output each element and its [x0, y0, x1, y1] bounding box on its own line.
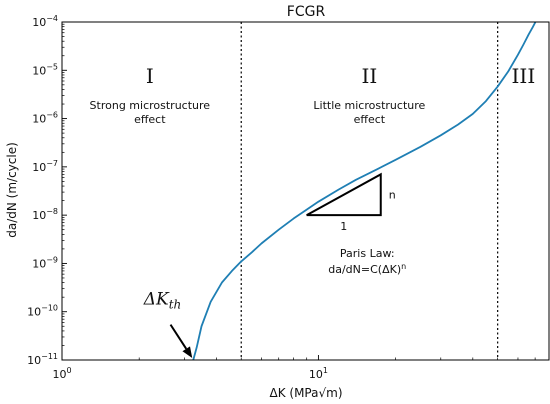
slope-triangle — [306, 172, 382, 217]
region-3-numeral: III — [512, 64, 536, 88]
y-tick-label: 10−4 — [32, 14, 58, 29]
y-tick-label-base: 10 — [32, 64, 46, 77]
y-tick-label-exponent: −10 — [41, 304, 58, 313]
threshold-arrow-shaft — [169, 324, 188, 350]
threshold-arrow-head — [182, 346, 193, 359]
threshold-label: ΔKth — [143, 290, 182, 312]
region-1-numeral: I — [146, 64, 154, 88]
y-tick-label-exponent: −5 — [46, 62, 58, 71]
y-axis-label: da/dN (m/cycle) — [5, 142, 19, 238]
x-tick-label-base: 10 — [309, 368, 323, 381]
plot-area: 100 10110−1110−1010−910−810−710−610−510−4… — [27, 14, 550, 381]
y-tick-label: 10−10 — [27, 304, 58, 319]
slope-rise-label: n — [389, 189, 396, 202]
y-tick-label-exponent: −6 — [46, 111, 58, 120]
x-axis-label: ΔK (MPa√m) — [270, 386, 343, 400]
x-tick-label-exponent: 0 — [66, 366, 71, 375]
x-tick-label-exponent: 1 — [323, 366, 328, 375]
region-2-description-line: effect — [354, 113, 386, 126]
threshold-subscript: th — [169, 298, 182, 312]
y-tick-label-base: 10 — [32, 113, 46, 126]
axes-frame — [61, 21, 550, 361]
region-2-numeral: II — [361, 64, 377, 88]
slope-run-label: 1 — [340, 220, 347, 233]
y-tick-label-base: 10 — [32, 209, 46, 222]
y-tick-label-base: 10 — [27, 306, 41, 319]
y-tick-label: 10−7 — [32, 159, 58, 174]
y-tick-label-exponent: −11 — [41, 352, 58, 361]
region-1-description-line: effect — [134, 113, 166, 126]
y-tick-label-exponent: −8 — [46, 207, 58, 216]
y-tick-label-exponent: −7 — [46, 159, 58, 168]
y-tick-label: 10−9 — [32, 255, 58, 270]
y-tick-label-exponent: −9 — [46, 255, 58, 264]
region-2-description-line: Little microstructure — [313, 99, 425, 112]
y-tick-label-base: 10 — [32, 16, 46, 29]
threshold-symbol: ΔK — [143, 290, 170, 310]
y-tick-label: 10−8 — [32, 207, 58, 222]
y-tick-label-exponent: −4 — [46, 14, 58, 23]
crack-growth-curve — [192, 21, 537, 361]
paris-law-equation: da/dN=C(ΔK)n — [328, 262, 406, 276]
chart-title: FCGR — [287, 4, 326, 20]
x-tick-label: 100 — [52, 366, 71, 381]
x-tick-label-base: 10 — [52, 368, 66, 381]
paris-law-label: Paris Law: — [340, 247, 395, 260]
paris-law-equation-body: da/dN=C(ΔK) — [328, 263, 401, 276]
y-tick-label: 10−6 — [32, 111, 58, 126]
y-tick-label: 10−11 — [27, 352, 58, 367]
x-tick-label: 101 — [309, 366, 328, 381]
y-tick-label-base: 10 — [32, 257, 46, 270]
y-tick-label-base: 10 — [27, 354, 41, 367]
region-1-description-line: Strong microstructure — [90, 99, 211, 112]
y-tick-label-base: 10 — [32, 161, 46, 174]
paris-law-equation-exponent: n — [401, 262, 406, 271]
y-tick-label: 10−5 — [32, 62, 58, 77]
